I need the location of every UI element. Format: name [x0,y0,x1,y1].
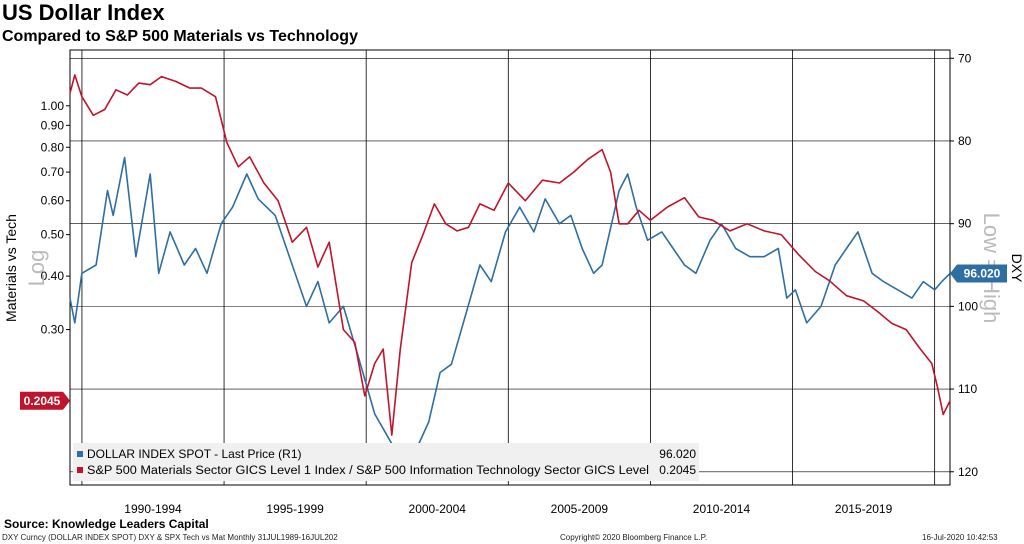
dxy-last-value-badge: 96.020 [950,264,1007,283]
footer-left: DXY Curncy (DOLLAR INDEX SPOT) DXY & SPX… [2,533,338,542]
right-tick-label: 90 [958,217,972,231]
x-category-label: 1995-1999 [266,502,324,516]
right-axis-label: DXY [1009,254,1024,283]
legend-swatch-dxy [77,451,83,457]
left-axis-label: Materials vs Tech [3,214,19,322]
legend-background [73,443,699,481]
ratio-last-value-badge: 0.2045 [20,391,70,410]
x-category-label: 2005-2009 [551,502,609,516]
footer-copyright: Copyright© 2020 Bloomberg Finance L.P. [560,533,708,542]
right-tick-label: 100 [958,299,978,313]
ratio-last-value-text: 0.2045 [24,394,61,408]
left-tick-label: 0.40 [41,269,65,283]
right-axis-ticks: 70 80 90 100 110 120 [950,51,978,479]
right-tick-label: 120 [958,465,978,479]
plot-frame [69,49,951,486]
legend-value-ratio: 0.2045 [659,463,696,477]
chart-subtitle: Compared to S&P 500 Materials vs Technol… [2,28,358,45]
left-tick-label: 1.00 [41,99,65,113]
right-tick-label: 80 [958,134,972,148]
legend-value-dxy: 96.020 [659,447,696,461]
left-axis-ticks: 1.00 0.90 0.80 0.70 0.60 0.50 0.40 0.30 [41,99,70,337]
x-category-label: 2010-2014 [693,502,751,516]
x-category-label: 2015-2019 [835,502,893,516]
dxy-last-value-text: 96.020 [964,266,1001,280]
series-lines [69,74,951,465]
legend-swatch-ratio [77,467,83,473]
log-scale-label: Log [24,250,49,287]
footer-timestamp: 16-Jul-2020 10:42:53 [922,533,998,542]
left-tick-label: 0.50 [41,228,65,242]
x-category-labels: 1990-1994 1995-1999 2000-2004 2005-2009 2010… [124,502,892,516]
x-category-label: 1990-1994 [124,502,182,516]
right-tick-label: 70 [958,51,972,65]
series-line-ratio [69,74,951,436]
chart-title: US Dollar Index [2,0,165,25]
legend-label-dxy: DOLLAR INDEX SPOT - Last Price (R1) [87,447,302,461]
left-tick-label: 0.80 [41,140,65,154]
x-category-label: 2000-2004 [409,502,467,516]
legend-label-ratio: S&P 500 Materials Sector GICS Level 1 In… [87,465,649,477]
left-tick-label: 0.90 [41,118,65,132]
right-tick-label: 110 [958,382,977,396]
series-line-dxy [69,156,951,465]
left-tick-label: 0.60 [41,194,65,208]
left-tick-label: 0.30 [41,323,65,337]
source-note: Source: Knowledge Leaders Capital [4,517,209,531]
legend: DOLLAR INDEX SPOT - Last Price (R1) 96.0… [73,443,699,481]
left-tick-label: 0.70 [41,165,65,179]
gridlines [70,50,950,485]
